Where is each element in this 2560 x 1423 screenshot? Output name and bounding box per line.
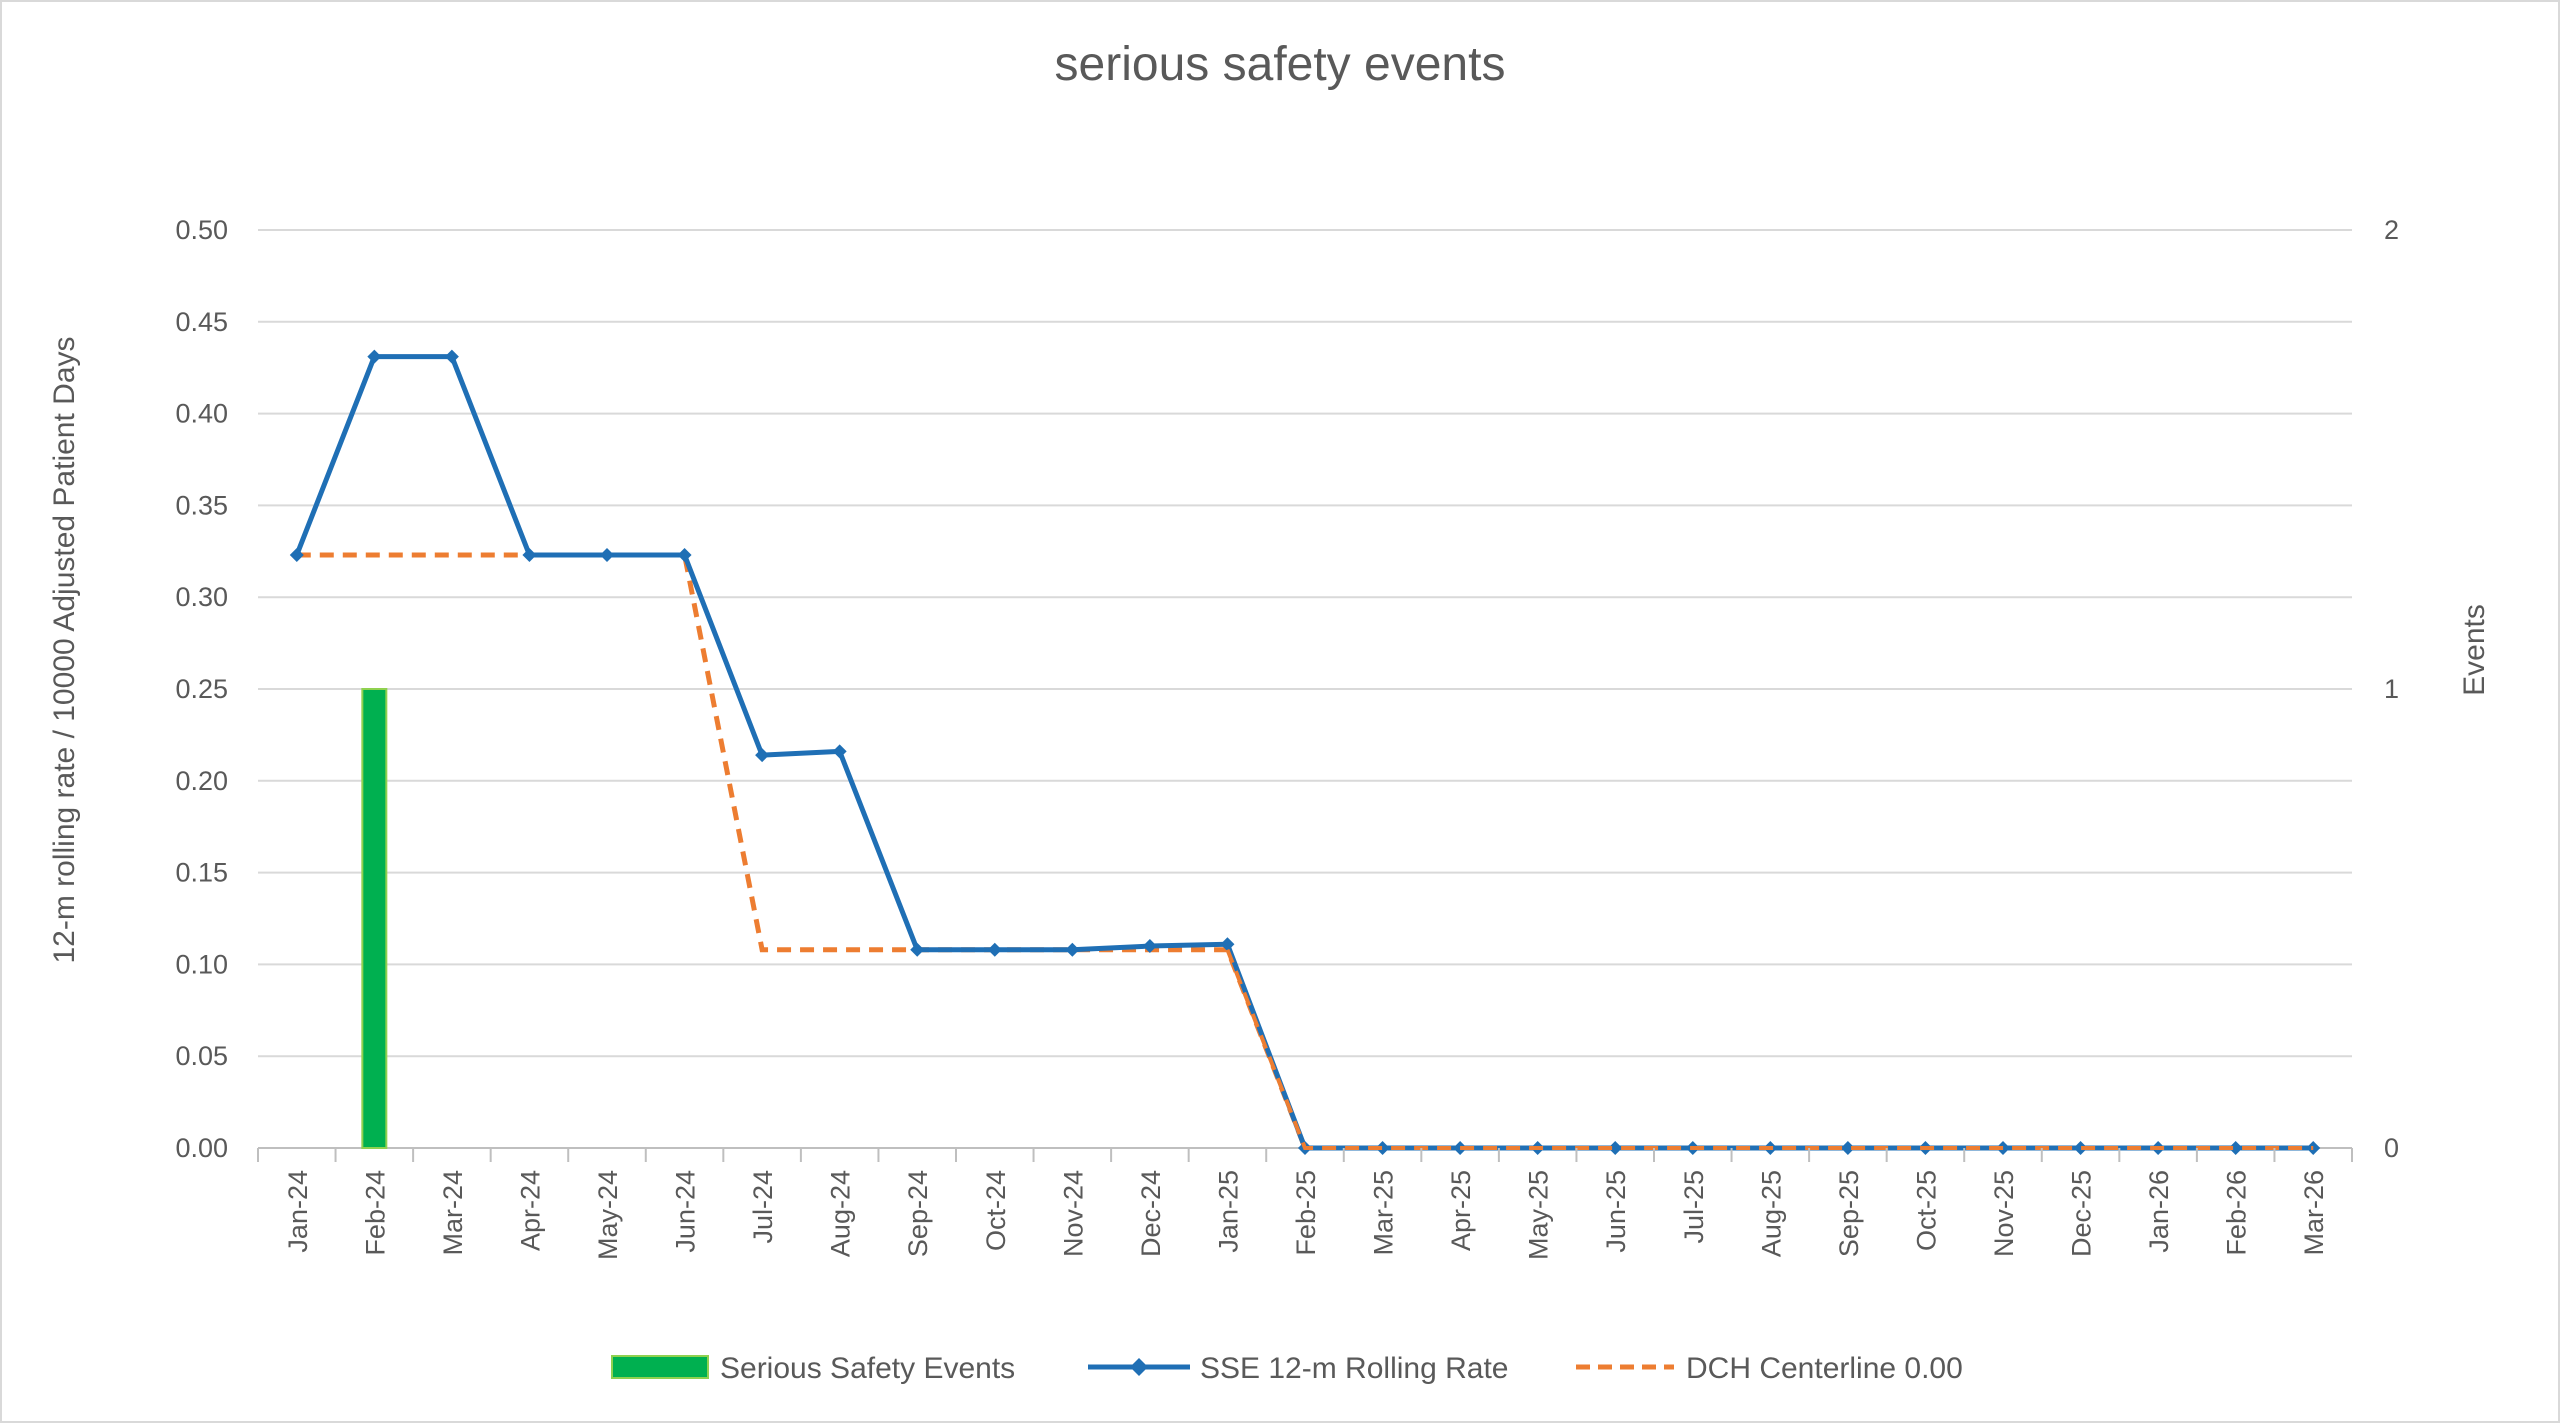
legend-label-centerline: DCH Centerline 0.00 (1686, 1352, 1963, 1385)
legend-marker-rate (1130, 1358, 1148, 1376)
rate-point (444, 349, 459, 364)
x-tick-label: Jun-25 (1601, 1170, 1631, 1253)
event-bar (361, 688, 388, 1149)
x-tick-label: Jul-25 (1679, 1170, 1709, 1244)
x-tick-label: Sep-25 (1834, 1170, 1864, 1257)
centerline-line (296, 552, 2314, 1151)
bar-series (361, 688, 388, 1149)
legend-item-centerline: DCH Centerline 0.00 (1576, 1352, 1963, 1385)
rate-point (289, 547, 304, 562)
x-tick-label: Oct-25 (1911, 1170, 1941, 1251)
y-tick-label: 0.10 (175, 949, 228, 979)
rate-point (832, 744, 847, 759)
x-tick-label: Jan-25 (1213, 1170, 1243, 1253)
rate-point (2228, 1141, 2243, 1155)
rate-point (1608, 1141, 1623, 1155)
y2-axis-ticks: 0 1 2 (2384, 215, 2399, 1163)
y-tick-label: 0.25 (175, 674, 228, 704)
x-tick-label: Oct-24 (981, 1170, 1011, 1251)
rate-series (289, 349, 2321, 1155)
x-tick-label: Jan-26 (2144, 1170, 2174, 1253)
x-tick-label: Mar-25 (1369, 1170, 1399, 1256)
x-tick-label: May-24 (593, 1170, 623, 1260)
y2-axis-title: Events (2458, 604, 2491, 696)
y-tick-label: 0.30 (175, 582, 228, 612)
x-tick-label: Nov-24 (1058, 1170, 1088, 1257)
y-tick-label: 0.45 (175, 307, 228, 337)
x-tick-label: Nov-25 (1989, 1170, 2019, 1257)
x-tick-label: May-25 (1524, 1170, 1554, 1260)
y-tick-label: 0.20 (175, 766, 228, 796)
rate-point (910, 942, 925, 957)
y-tick-label: 0.40 (175, 399, 228, 429)
x-tick-label: Jul-24 (748, 1170, 778, 1244)
centerline-overlay (1225, 948, 2314, 1150)
rate-line (294, 354, 2314, 1151)
rate-point (677, 547, 692, 562)
legend-label-events: Serious Safety Events (720, 1352, 1015, 1385)
centerline-series (296, 552, 2314, 1151)
y-tick-label: 0.00 (175, 1133, 228, 1163)
legend-label-rate: SSE 12-m Rolling Rate (1200, 1352, 1508, 1385)
x-tick-label: Jun-24 (671, 1170, 701, 1253)
x-tick-label: Sep-24 (903, 1170, 933, 1257)
x-tick-label: Feb-25 (1291, 1170, 1321, 1256)
rate-point (522, 547, 537, 562)
x-tick-label: Feb-24 (360, 1170, 390, 1256)
x-tick-label: Dec-25 (2067, 1170, 2097, 1257)
rate-point (600, 547, 614, 562)
x-tick-label: Mar-26 (2299, 1170, 2329, 1256)
y2-tick-label: 0 (2384, 1133, 2399, 1163)
y-tick-label: 0.05 (175, 1041, 228, 1071)
rate-point (1220, 937, 1235, 952)
y-axis-title: 12-m rolling rate / 10000 Adjusted Patie… (48, 336, 81, 963)
x-tick-label: Mar-24 (438, 1170, 468, 1256)
rate-point (1375, 1141, 1390, 1155)
x-tick-label: Apr-24 (515, 1170, 545, 1251)
x-tick-label: Aug-25 (1756, 1170, 1786, 1257)
y-axis-ticks: 0.00 0.05 0.10 0.15 0.20 0.25 0.30 0.35 0.40 0.45… (175, 215, 228, 1163)
x-tick-label: Feb-26 (2222, 1170, 2252, 1256)
x-tick-label: Apr-25 (1446, 1170, 1476, 1251)
y2-tick-label: 1 (2384, 674, 2399, 704)
y-tick-label: 0.50 (175, 215, 228, 245)
legend-swatch-events (611, 1355, 709, 1379)
gridlines (258, 229, 2352, 1149)
rate-point (1142, 939, 1157, 954)
y2-tick-label: 2 (2384, 215, 2399, 245)
y-tick-label: 0.35 (175, 490, 228, 520)
x-tick-label: Aug-24 (826, 1170, 856, 1257)
x-tick-label: Jan-24 (283, 1170, 313, 1253)
y-tick-label: 0.15 (175, 858, 228, 888)
legend: Serious Safety Events SSE 12-m Rolling R… (611, 1352, 1963, 1385)
x-tick-label: Dec-24 (1136, 1170, 1166, 1257)
rate-point (367, 349, 382, 364)
rate-point (2073, 1141, 2088, 1155)
rate-point (1840, 1141, 1855, 1155)
rate-point (1065, 942, 1080, 957)
legend-item-events: Serious Safety Events (611, 1352, 1015, 1385)
chart-title: serious safety events (1055, 38, 1506, 91)
x-axis-ticks: Jan-24 Feb-24 Mar-24 Apr-24 May-24 Jun-24 Jul-… (257, 1148, 2353, 1260)
legend-item-rate: SSE 12-m Rolling Rate (1088, 1352, 1508, 1385)
rate-point (755, 748, 770, 763)
rate-point (987, 942, 1002, 957)
